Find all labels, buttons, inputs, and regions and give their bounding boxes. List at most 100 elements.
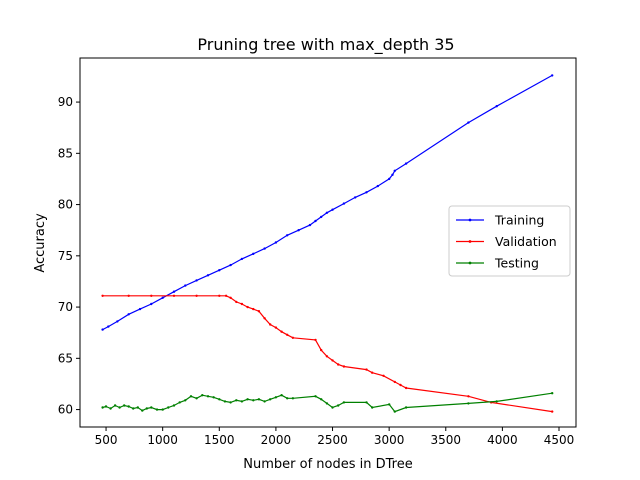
training-point [495, 105, 498, 108]
training-point [218, 269, 221, 272]
legend-training-label: Training [494, 213, 544, 228]
validation-point [399, 383, 402, 387]
testing-series [101, 392, 554, 413]
y-tick-label: 60 [58, 403, 73, 417]
testing-point [229, 401, 232, 404]
validation-point [263, 317, 266, 320]
testing-point [320, 398, 323, 401]
validation-point [342, 365, 346, 368]
validation-series [101, 294, 554, 413]
testing-point [263, 400, 266, 403]
testing-point [388, 403, 391, 406]
testing-point [218, 398, 221, 401]
legend-validation-marker [468, 240, 472, 243]
validation-point [235, 300, 238, 304]
testing-point [495, 400, 498, 403]
x-tick-label: 1000 [147, 433, 178, 447]
validation-point [382, 374, 385, 377]
training-point [342, 202, 346, 205]
training-point [286, 234, 289, 237]
testing-point [113, 404, 117, 407]
y-tick-label: 70 [58, 300, 73, 314]
legend: Training Validation Testing [448, 205, 571, 277]
x-tick-label: 4000 [487, 433, 518, 447]
testing-point [101, 406, 104, 409]
training-point [297, 229, 300, 232]
legend-training-marker [468, 218, 472, 222]
testing-point [145, 407, 148, 410]
x-tick-label: 2500 [317, 433, 348, 447]
training-point [195, 279, 198, 282]
validation-point [229, 296, 232, 299]
testing-point [127, 405, 130, 408]
testing-point [132, 407, 135, 410]
training-point [184, 284, 187, 287]
testing-point [201, 394, 204, 397]
training-point [314, 219, 317, 223]
validation-point [291, 336, 295, 339]
legend-box [448, 205, 571, 277]
training-point [325, 211, 329, 214]
validation-point [551, 410, 554, 413]
testing-point [104, 405, 108, 408]
testing-point [331, 406, 334, 409]
training-point [393, 169, 396, 172]
validation-point [371, 371, 374, 374]
validation-point [195, 294, 198, 297]
testing-point [337, 404, 340, 407]
testing-point [551, 392, 554, 395]
validation-point [320, 348, 323, 352]
training-point [172, 290, 176, 293]
testing-point [257, 398, 261, 401]
testing-point [246, 398, 249, 401]
validation-point [240, 302, 244, 306]
validation-point [325, 355, 329, 358]
testing-point [467, 402, 470, 405]
testing-point [252, 399, 255, 402]
validation-point [404, 386, 408, 390]
testing-point [161, 408, 164, 411]
training-point [263, 247, 266, 250]
axes-frame [79, 57, 577, 428]
training-point [138, 307, 142, 311]
x-tick-label: 3500 [430, 433, 461, 447]
testing-point [371, 406, 374, 409]
testing-point [136, 406, 139, 409]
testing-point [167, 406, 170, 409]
testing-point [404, 406, 408, 409]
testing-point [274, 396, 278, 399]
testing-point [172, 404, 176, 407]
legend-validation-label: Validation [495, 234, 557, 249]
validation-point [331, 359, 334, 362]
testing-point [291, 397, 295, 400]
testing-point [240, 400, 244, 403]
testing-point [109, 407, 112, 410]
x-axis-label: Number of nodes in DTree [243, 457, 412, 472]
testing-point [212, 396, 215, 399]
training-series [101, 74, 554, 331]
validation-point [280, 330, 283, 333]
validation-point [274, 326, 278, 329]
validation-point [218, 294, 221, 297]
training-point [161, 296, 164, 299]
x-tick-label: 1500 [204, 433, 235, 447]
training-point [354, 196, 357, 199]
training-point [150, 302, 153, 306]
validation-point [314, 338, 317, 342]
validation-point [393, 380, 396, 384]
x-tick-label: 2000 [261, 433, 292, 447]
y-tick-label: 85 [58, 146, 73, 160]
validation-point [101, 294, 104, 297]
training-point [365, 191, 368, 194]
validation-point [246, 305, 249, 309]
axis-ticks: 500 1000 1500 2000 2500 3000 3500 4000 4500 60 65 7… [58, 95, 575, 447]
training-point [274, 241, 278, 244]
testing-point [235, 399, 238, 402]
testing-point [314, 395, 317, 398]
y-tick-label: 65 [58, 351, 73, 365]
testing-point [342, 401, 346, 404]
testing-point [365, 401, 368, 404]
x-tick-label: 4500 [544, 433, 575, 447]
y-axis-label: Accuracy [33, 213, 48, 273]
